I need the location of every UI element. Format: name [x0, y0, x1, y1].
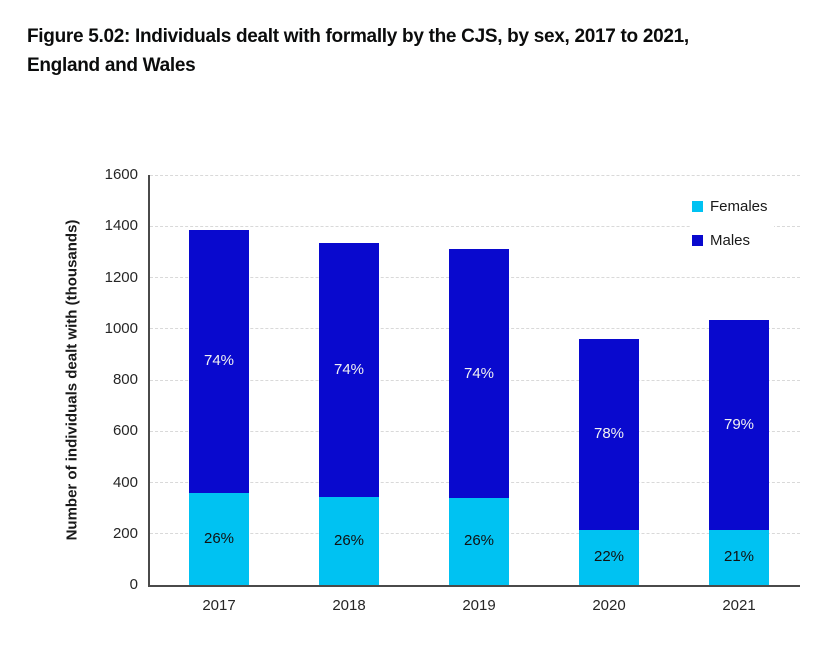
bar-label-males-2018: 74%: [333, 360, 365, 378]
bar-label-females-2019: 26%: [463, 532, 495, 550]
bar-label-females-2017: 26%: [203, 529, 235, 547]
bar-segment-females-2021: [709, 529, 769, 585]
bar-label-females-2018: 26%: [333, 531, 365, 549]
figure-title: Figure 5.02: Individuals dealt with form…: [27, 22, 817, 80]
bar-label-males-2021: 79%: [723, 415, 755, 433]
bar-label-females-2021: 21%: [723, 548, 755, 566]
bar-label-males-2017: 74%: [203, 352, 235, 370]
gridline: [150, 225, 800, 227]
bar-segment-females-2020: [579, 529, 639, 585]
bar-segment-males-2021: [709, 319, 769, 530]
figure-title-line-2: England and Wales: [27, 55, 196, 76]
x-tick-label: 2018: [332, 597, 366, 614]
legend-item-males: Males: [692, 232, 768, 249]
bar-segment-males-2020: [579, 339, 639, 530]
bar-label-females-2020: 22%: [593, 548, 625, 566]
bar-label-males-2020: 78%: [593, 425, 625, 443]
x-tick-label: 2021: [722, 597, 756, 614]
x-axis-line: [148, 585, 800, 587]
bar-segment-males-2018: [319, 242, 379, 497]
y-tick-label: 1400: [104, 217, 138, 235]
y-tick-label: 1000: [104, 319, 138, 337]
bar-segment-females-2019: [449, 497, 509, 585]
figure-title-line-1: Figure 5.02: Individuals dealt with form…: [27, 26, 689, 47]
x-tick-label: 2017: [202, 597, 236, 614]
legend-item-females: Females: [692, 198, 768, 215]
bar-segment-females-2018: [319, 496, 379, 585]
bar-segment-males-2017: [189, 230, 249, 493]
y-tick-label: 600: [112, 422, 138, 440]
x-tick-label: 2019: [462, 597, 496, 614]
bar-segment-females-2017: [189, 492, 249, 585]
y-tick-label: 200: [112, 524, 138, 542]
x-tick-label: 2020: [592, 597, 626, 614]
y-tick-label: 1600: [104, 166, 138, 183]
y-axis-line: [148, 175, 150, 585]
stacked-bar-chart: Number of individuals dealt with (thousa…: [0, 130, 840, 652]
bar-segment-males-2019: [449, 249, 509, 498]
legend: Females Males: [690, 196, 774, 251]
y-tick-label: 1200: [104, 268, 138, 286]
legend-label-females: Females: [710, 198, 768, 215]
legend-swatch-females: [692, 201, 703, 212]
gridline: [150, 174, 800, 176]
legend-label-males: Males: [710, 232, 751, 249]
legend-swatch-males: [692, 235, 703, 246]
y-tick-label: 800: [112, 371, 138, 388]
bar-label-males-2019: 74%: [463, 364, 495, 382]
y-tick-label: 0: [129, 576, 138, 593]
y-tick-label: 400: [112, 473, 138, 491]
